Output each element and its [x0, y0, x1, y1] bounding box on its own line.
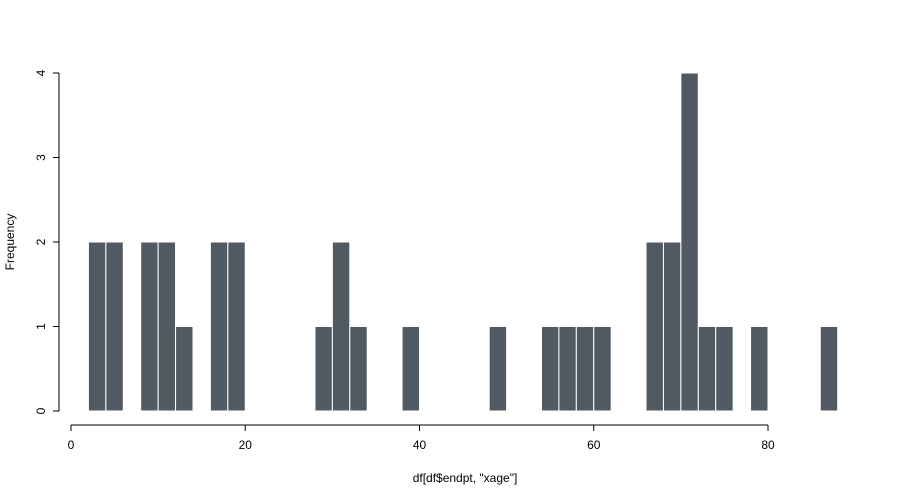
histogram-bar — [819, 326, 839, 412]
histogram-bar — [314, 326, 333, 412]
x-tick-label: 80 — [761, 438, 775, 452]
histogram-bar — [349, 326, 368, 412]
y-tick-label: 1 — [34, 323, 48, 330]
histogram-bar — [697, 326, 717, 412]
y-axis: 0 1 2 3 4 — [34, 69, 60, 414]
x-tick-label: 20 — [239, 438, 253, 452]
x-tick-label: 40 — [413, 438, 427, 452]
histogram-bar — [488, 326, 508, 412]
histogram-bar — [645, 241, 664, 412]
x-axis-title: df[df$endpt, "xage"] — [413, 471, 518, 485]
histogram-bar — [540, 326, 560, 412]
histogram-bar — [401, 326, 421, 412]
histogram-bar — [227, 241, 246, 412]
histogram-bar — [140, 241, 159, 412]
y-tick-label: 0 — [34, 407, 48, 414]
y-tick-label: 4 — [34, 69, 48, 76]
histogram-bar — [750, 326, 769, 412]
histogram-bar — [105, 241, 124, 412]
histogram-bar — [715, 326, 734, 412]
histogram-bar — [680, 72, 699, 412]
histogram-bar — [209, 241, 229, 412]
histogram-bar — [331, 241, 351, 412]
histogram-bar — [157, 241, 177, 412]
histogram-bar — [558, 326, 577, 412]
histogram-bars — [87, 72, 839, 412]
histogram-bar — [662, 241, 682, 412]
y-axis-title: Frequency — [3, 214, 17, 271]
histogram-bar — [175, 326, 194, 412]
histogram-bar — [575, 326, 595, 412]
x-tick-label: 0 — [68, 438, 75, 452]
x-tick-label: 60 — [587, 438, 601, 452]
histogram-bar — [593, 326, 612, 412]
y-tick-label: 2 — [34, 238, 48, 245]
y-tick-label: 3 — [34, 154, 48, 161]
x-axis: 0 20 40 60 80 — [68, 424, 775, 452]
histogram-bar — [87, 241, 107, 412]
